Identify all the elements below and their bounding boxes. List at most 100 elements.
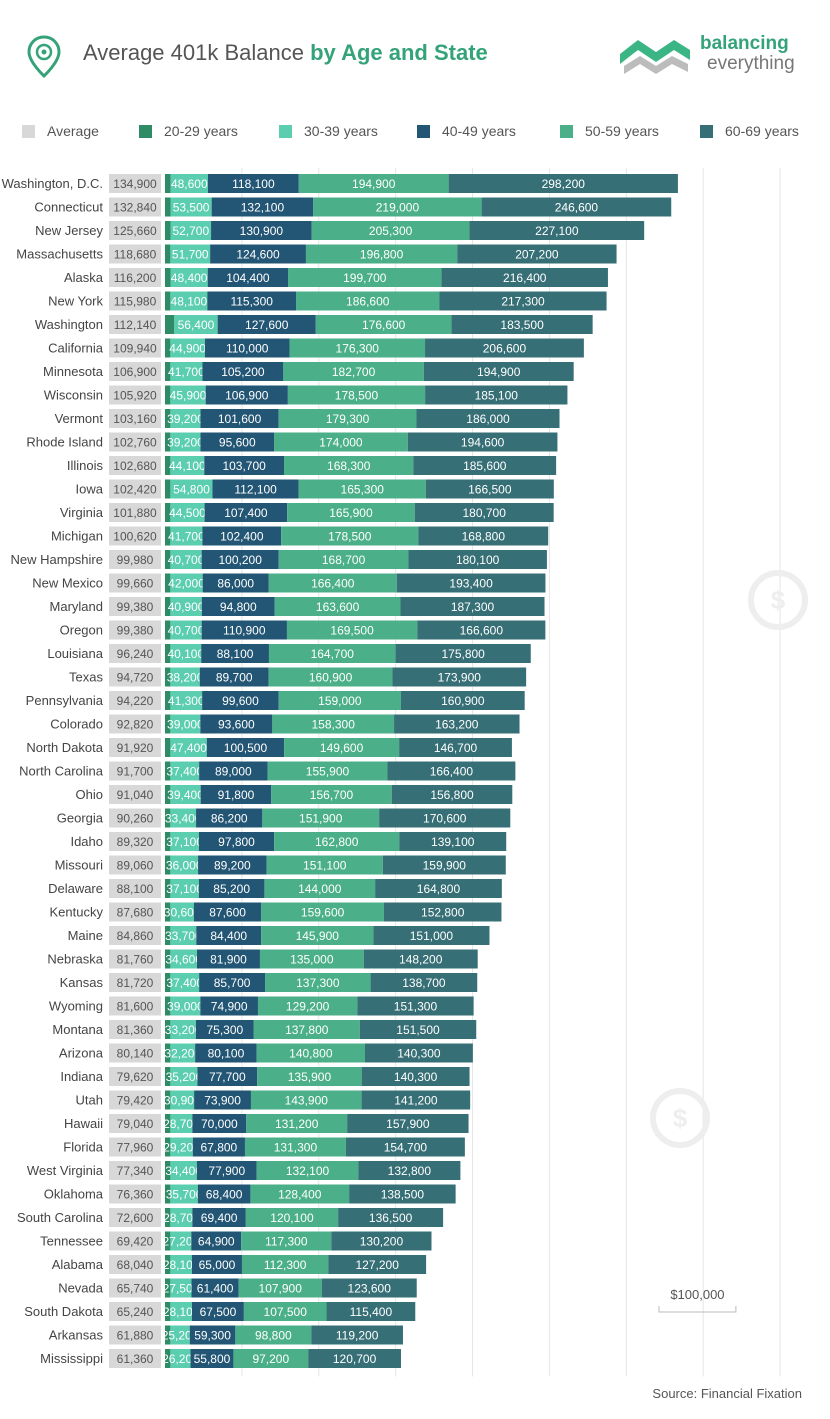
bar-label-seg-40-49: 68,400 xyxy=(206,1188,243,1202)
bar-seg-20-29 xyxy=(165,409,171,428)
bar-seg-40-49 xyxy=(197,1184,251,1204)
bar-seg-50-59 xyxy=(241,1255,329,1274)
bar-label-seg-30-39: 28,700 xyxy=(163,1117,200,1131)
bar-seg-20-29 xyxy=(165,761,171,781)
bar-seg-50-59 xyxy=(253,1020,360,1039)
average-box xyxy=(109,620,161,640)
legend-label: 60-69 years xyxy=(725,123,799,139)
bar-seg-40-49 xyxy=(191,1255,242,1274)
bar-label-seg-30-39: 35,700 xyxy=(166,1188,203,1202)
state-label: Montana xyxy=(52,1022,103,1037)
state-label: Hawaii xyxy=(64,1116,103,1131)
bar-label-seg-50-59: 159,000 xyxy=(318,694,362,708)
state-label: Minnesota xyxy=(43,364,104,379)
bar-seg-40-49 xyxy=(191,1231,242,1251)
bar-label-seg-60-69: 141,200 xyxy=(394,1094,438,1108)
state-label: Alaska xyxy=(64,270,104,285)
logo-text-balancing: balancing xyxy=(700,33,789,54)
bar-seg-30-39 xyxy=(170,221,212,240)
bar-seg-50-59 xyxy=(268,573,397,593)
average-value-label: 102,680 xyxy=(113,459,157,473)
bar-seg-50-59 xyxy=(271,785,392,804)
location-pin-icon xyxy=(27,35,61,79)
bar-seg-20-29 xyxy=(165,926,171,945)
bar-label-seg-30-39: 56,400 xyxy=(178,318,215,332)
average-value-label: 102,760 xyxy=(113,436,157,450)
bar-label-seg-50-59: 140,800 xyxy=(289,1047,333,1061)
bar-seg-20-29 xyxy=(165,1349,171,1368)
bar-label-seg-60-69: 151,300 xyxy=(394,1000,438,1014)
state-label: North Dakota xyxy=(26,740,103,755)
bar-label-seg-60-69: 138,500 xyxy=(381,1188,425,1202)
bar-seg-50-59 xyxy=(315,315,452,334)
bar-seg-30-39 xyxy=(170,973,200,992)
average-value-label: 102,420 xyxy=(113,483,157,497)
state-label: Connecticut xyxy=(34,200,103,215)
bar-seg-30-39 xyxy=(170,244,211,264)
bar-seg-60-69 xyxy=(347,1114,469,1133)
bar-seg-30-39 xyxy=(170,291,208,311)
bar-label-seg-50-59: 129,200 xyxy=(286,1000,330,1014)
bar-seg-60-69 xyxy=(457,244,617,264)
bar-label-seg-40-49: 67,800 xyxy=(201,1141,238,1155)
bar-seg-40-49 xyxy=(192,1137,245,1157)
bar-label-seg-40-49: 74,900 xyxy=(211,1000,248,1014)
average-box xyxy=(109,597,161,616)
bar-seg-30-39 xyxy=(170,385,206,405)
bar-seg-20-29 xyxy=(165,268,171,287)
bar-seg-30-39 xyxy=(170,691,203,710)
bar-label-seg-30-39: 45,900 xyxy=(170,389,207,403)
bar-seg-60-69 xyxy=(357,996,474,1016)
bar-label-seg-30-39: 30,900 xyxy=(164,1094,201,1108)
bar-label-seg-50-59: 162,800 xyxy=(315,835,359,849)
bar-seg-30-39 xyxy=(170,1020,196,1039)
bar-seg-40-49 xyxy=(202,573,269,593)
bar-label-seg-60-69: 119,200 xyxy=(336,1329,379,1343)
bar-label-seg-40-49: 102,400 xyxy=(220,530,264,544)
average-box xyxy=(109,338,161,358)
bar-label-seg-60-69: 151,000 xyxy=(410,929,454,943)
bar-label-seg-50-59: 117,300 xyxy=(265,1235,308,1249)
average-box xyxy=(109,409,161,428)
bar-seg-40-49 xyxy=(207,268,289,287)
bar-seg-50-59 xyxy=(286,620,418,640)
coin-watermark-dollar-icon: $ xyxy=(673,1103,688,1133)
bar-seg-50-59 xyxy=(246,1114,348,1133)
bar-seg-40-49 xyxy=(189,1325,236,1345)
average-box xyxy=(109,385,161,405)
bar-seg-50-59 xyxy=(274,597,401,616)
bar-label-seg-60-69: 127,200 xyxy=(356,1258,400,1272)
bar-label-seg-50-59: 219,000 xyxy=(376,201,420,215)
average-value-label: 81,600 xyxy=(117,1000,154,1014)
state-label: Alabama xyxy=(52,1257,104,1272)
bar-seg-20-29 xyxy=(165,879,171,898)
bar-seg-20-29 xyxy=(165,855,171,875)
state-label: New Mexico xyxy=(32,576,103,591)
state-label: Mississippi xyxy=(40,1351,103,1366)
bar-label-seg-40-49: 61,400 xyxy=(197,1282,234,1296)
bar-label-seg-60-69: 115,400 xyxy=(350,1305,393,1319)
bar-label-seg-40-49: 110,900 xyxy=(223,624,266,638)
bar-label-seg-60-69: 140,300 xyxy=(394,1070,438,1084)
bar-seg-50-59 xyxy=(283,362,424,381)
average-box xyxy=(109,738,161,757)
bar-seg-50-59 xyxy=(296,291,440,311)
bar-seg-40-49 xyxy=(217,315,316,334)
bar-seg-60-69 xyxy=(396,573,546,593)
bar-seg-60-69 xyxy=(392,667,527,687)
bar-label-seg-30-39: 48,600 xyxy=(171,177,208,191)
bar-label-seg-30-39: 32,200 xyxy=(164,1047,201,1061)
stacked-bar-chart: $ $ $100,000 Washington, D.C. 134,900 48,600 1… xyxy=(2,168,808,1377)
bar-seg-20-29 xyxy=(165,996,171,1016)
bar-seg-30-39 xyxy=(170,1278,192,1298)
bar-seg-50-59 xyxy=(265,973,371,992)
bar-label-seg-50-59: 176,600 xyxy=(362,318,406,332)
bar-label-seg-50-59: 194,900 xyxy=(352,177,396,191)
legend-swatch-60-69 xyxy=(700,124,713,138)
bar-seg-40-49 xyxy=(198,832,275,851)
average-value-label: 92,820 xyxy=(117,718,154,732)
average-box xyxy=(109,996,161,1016)
bar-label-seg-50-59: 151,900 xyxy=(299,812,343,826)
bar-label-seg-50-59: 186,600 xyxy=(346,295,390,309)
state-label: Wisconsin xyxy=(44,388,103,403)
